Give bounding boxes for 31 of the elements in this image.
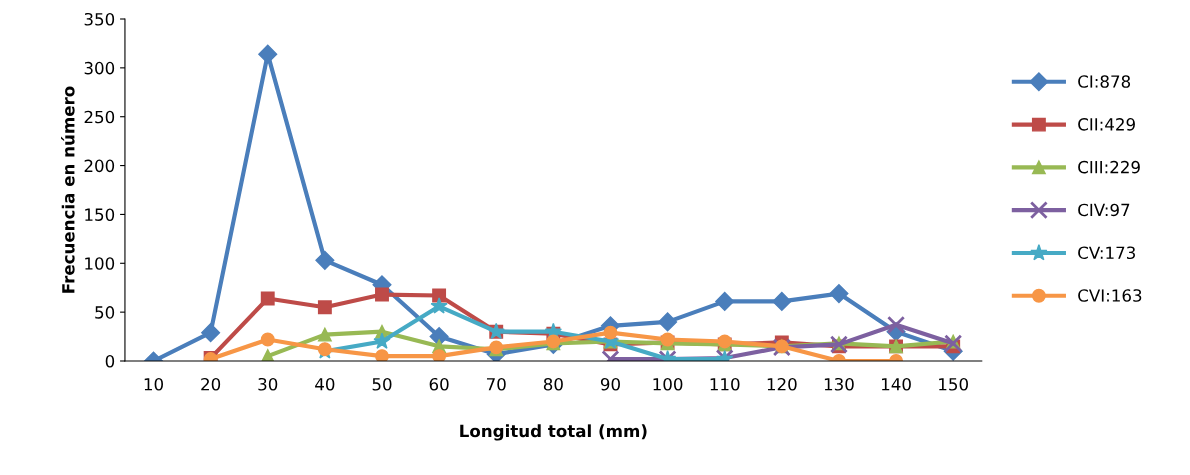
y-tick-label: 0	[105, 354, 115, 368]
x-tick-label: 100	[653, 377, 683, 391]
legend-label: CV:173	[1078, 246, 1135, 260]
legend-label: CVI:163	[1078, 289, 1142, 302]
x-tick-label: 50	[372, 377, 392, 391]
x-tick-label: 70	[486, 377, 506, 391]
x-tick-label: 90	[600, 377, 620, 391]
y-tick-label: 250	[84, 110, 115, 124]
legend-label: CII:429	[1078, 118, 1135, 131]
y-axis-title: Frecuencia en número	[61, 86, 75, 293]
legend-label: CIII:229	[1078, 160, 1140, 174]
y-tick-label: 300	[84, 61, 115, 75]
x-tick-label: 140	[881, 377, 911, 391]
x-tick-label: 110	[710, 377, 740, 391]
y-tick-label: 200	[84, 159, 115, 173]
x-tick-label: 120	[767, 377, 797, 391]
x-tick-label: 60	[429, 377, 449, 391]
x-tick-label: 40	[315, 377, 335, 391]
x-tick-label: 130	[824, 377, 854, 391]
x-tick-label: 10	[144, 377, 164, 391]
x-tick-label: 150	[939, 377, 968, 391]
y-tick-label: 50	[95, 306, 115, 319]
y-tick-label: 350	[84, 12, 115, 26]
x-tick-label: 20	[201, 377, 221, 391]
y-tick-label: 100	[85, 257, 115, 270]
y-tick-label: 150	[85, 208, 115, 221]
legend-label: CIV:97	[1078, 203, 1130, 217]
x-axis-title: Longitud total (mm)	[460, 424, 647, 441]
x-tick-label: 30	[258, 377, 278, 391]
legend-label: CI:878	[1078, 75, 1131, 88]
x-tick-label: 80	[543, 377, 563, 391]
